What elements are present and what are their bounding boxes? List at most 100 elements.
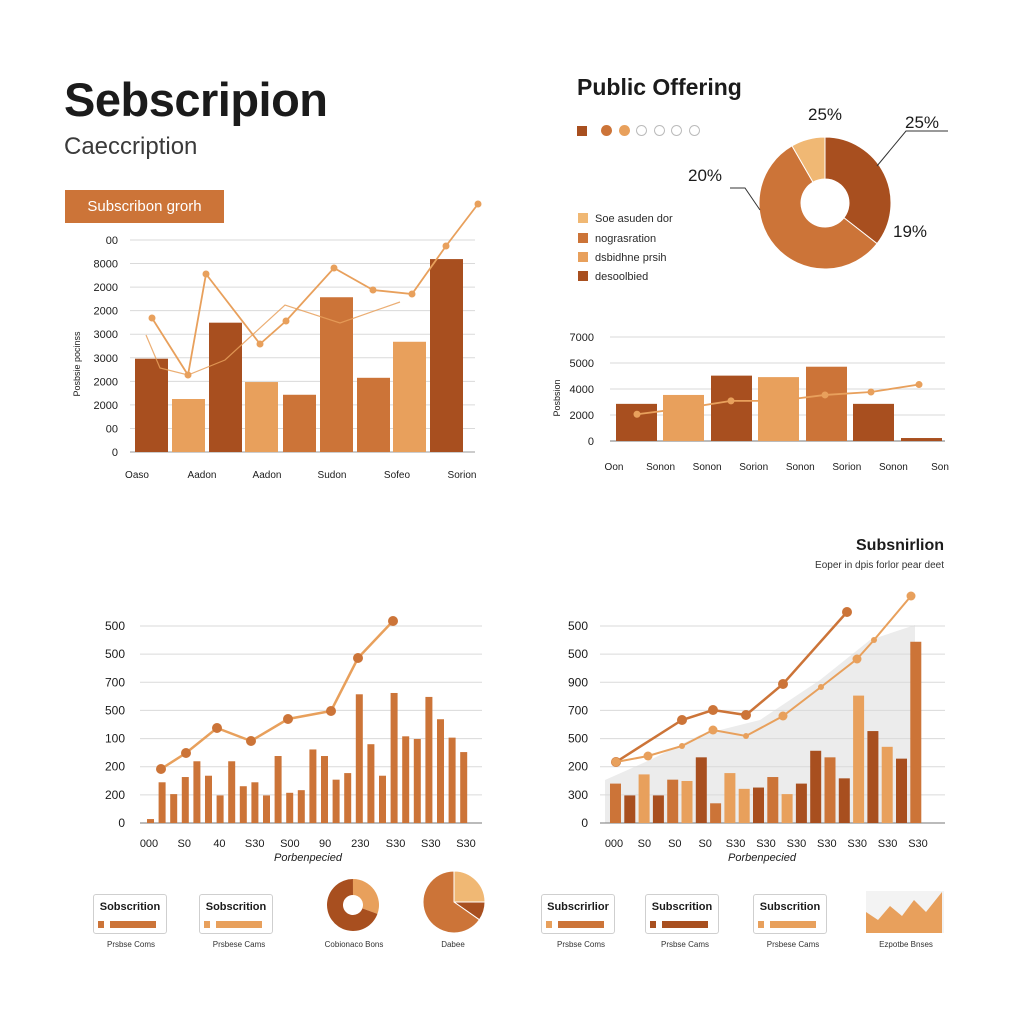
bar [286, 792, 294, 823]
x-tick-label: Sudon [318, 470, 347, 481]
summary-card[interactable]: Sobscrition [199, 894, 273, 934]
bar [216, 795, 224, 823]
x-tick-label: S0 [698, 838, 711, 850]
series-line-secondary [615, 595, 912, 763]
card-bar [558, 921, 604, 928]
line-point [282, 317, 290, 325]
series-line [160, 620, 394, 771]
y-tick-label: 8000 [94, 259, 118, 271]
bar [193, 761, 201, 823]
page-title: Sebscripion [64, 73, 328, 126]
bar [393, 341, 426, 452]
pie-slice [758, 145, 878, 270]
y-tick-label: 0 [581, 816, 588, 830]
bar [297, 790, 305, 823]
bar [724, 773, 736, 823]
card-title: Sobscrition [99, 901, 161, 913]
bar [344, 773, 352, 823]
x-tick-label: S30 [878, 838, 898, 850]
bar [209, 322, 242, 452]
line-point [842, 607, 852, 617]
dot-square [577, 125, 587, 136]
y-tick-label: 200 [105, 760, 125, 774]
line-point [915, 381, 923, 389]
line-point [741, 710, 751, 720]
card-title: Subscrition [651, 901, 713, 913]
line-point [474, 200, 482, 208]
card-bar [110, 921, 156, 928]
y-tick-label: 7000 [570, 332, 594, 344]
y-tick-label: 00 [106, 423, 118, 435]
card-caption: Dabee [441, 940, 465, 949]
line-point [388, 616, 398, 626]
y-tick-label: 300 [568, 788, 588, 802]
leader-line [730, 187, 761, 211]
line-point [677, 715, 687, 725]
line-point [181, 748, 191, 758]
bar [379, 775, 386, 823]
line-point [778, 679, 788, 689]
x-tick-label: S00 [280, 838, 300, 850]
pie-legend-item: desoolbied [578, 271, 648, 283]
bar [239, 786, 247, 823]
y-tick-label: 700 [568, 703, 588, 717]
x-tick-label: S30 [421, 838, 441, 850]
summary-card[interactable]: Sobscrition [93, 894, 167, 934]
line-point [408, 290, 416, 298]
x-tick-label: Sonon [693, 462, 722, 473]
y-tick-label: 200 [105, 788, 125, 802]
bar [881, 746, 893, 823]
y-tick-label: 0 [112, 447, 118, 459]
card-title: Subscrition [759, 901, 821, 913]
card-title: Subscrirlior [547, 901, 609, 913]
x-tick-label: S30 [726, 838, 746, 850]
line-point [708, 705, 718, 715]
card-swatch [98, 921, 104, 928]
summary-card[interactable]: Subscrition [753, 894, 827, 934]
bar [135, 358, 168, 452]
dot [618, 125, 630, 137]
pie-legend-item: dsbidhne prsih [578, 252, 667, 264]
bar [910, 641, 922, 823]
y-tick-label: 500 [568, 619, 588, 633]
card-caption: Prsbse Cams [660, 940, 709, 949]
bar [448, 737, 456, 823]
bar [824, 757, 836, 823]
y-tick-label: 200 [568, 760, 588, 774]
line-point [611, 757, 621, 767]
bar [245, 382, 278, 452]
line-point [442, 242, 450, 250]
series-line [151, 203, 479, 378]
card-swatch [758, 921, 764, 928]
y-tick-label: 700 [105, 675, 125, 689]
bar [390, 692, 398, 823]
line-point [821, 391, 829, 399]
bar [205, 775, 212, 823]
line-point [774, 397, 782, 405]
x-tick-label: 000 [140, 838, 158, 850]
subscription-right-subtitle: Eoper in dpis forlor pear deet [815, 560, 944, 571]
bar [402, 736, 410, 823]
public-offering-pie: 25% 25% 20% 19% [688, 105, 948, 270]
bar [810, 750, 822, 823]
pie-legend-label: nograsration [595, 233, 657, 245]
y-tick-label: 100 [105, 732, 125, 746]
line-point [353, 653, 363, 663]
x-tick-label: Son [931, 462, 949, 473]
x-tick-label: S30 [787, 838, 807, 850]
line-point [212, 723, 222, 733]
bar [806, 366, 847, 441]
pie-label: 19% [893, 222, 927, 241]
bar [283, 394, 316, 452]
card-caption: Prsbese Cams [766, 940, 820, 949]
summary-card[interactable]: Subscrition [645, 894, 719, 934]
summary-card[interactable]: Subscrirlior [541, 894, 615, 934]
line-point [906, 591, 916, 601]
y-tick-label: 00 [106, 235, 118, 247]
y-tick-label: 500 [105, 619, 125, 633]
card-swatch [204, 921, 210, 928]
x-tick-label: Sorion [832, 462, 861, 473]
bar [710, 803, 722, 823]
pie-legend-item: Soe asuden dor [578, 213, 673, 225]
x-tick-label: S30 [245, 838, 265, 850]
